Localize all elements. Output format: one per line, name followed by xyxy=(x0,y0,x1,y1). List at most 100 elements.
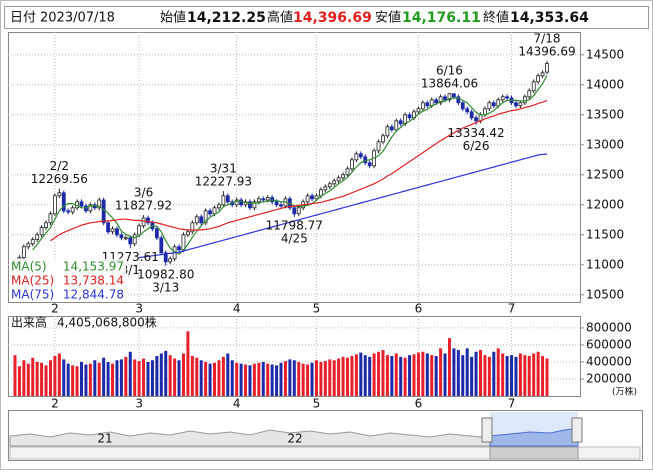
volume-bar xyxy=(288,359,292,396)
volume-bar xyxy=(133,359,137,396)
low-label: 安値 xyxy=(375,10,401,26)
annotation-date: 7/18 xyxy=(534,31,561,45)
candle-body xyxy=(318,189,323,197)
navigator-handle[interactable] xyxy=(481,417,493,443)
candle-body xyxy=(341,174,345,179)
volume-bar xyxy=(408,355,412,396)
candle-body xyxy=(137,225,142,236)
candle-body xyxy=(420,102,425,110)
volume-bar xyxy=(142,358,146,396)
navigator-label: 21 xyxy=(97,432,112,446)
volume-bar xyxy=(359,352,363,396)
candle-body xyxy=(456,96,461,104)
volume-bar xyxy=(314,360,318,396)
y-tick-label: 800000 xyxy=(586,320,632,334)
volume-bar xyxy=(510,355,514,396)
low-value: 14,176.11 xyxy=(402,10,481,26)
volume-bar xyxy=(48,360,52,396)
candle-body xyxy=(154,228,159,239)
volume-bar xyxy=(368,356,372,396)
ma-line xyxy=(50,99,548,242)
volume-bar xyxy=(66,363,70,396)
volume-bar xyxy=(421,351,425,396)
candle-body xyxy=(514,102,518,107)
annotation-price: 12269.56 xyxy=(31,172,88,186)
volume-bar xyxy=(252,363,256,396)
candle-body xyxy=(208,210,212,215)
candle-body xyxy=(141,217,146,227)
volume-title: 出来高 xyxy=(11,315,47,330)
x-tick-label: 6 xyxy=(415,302,423,316)
legend-name: MA(5) xyxy=(11,260,47,274)
volume-bar xyxy=(106,361,110,396)
volume-bar xyxy=(372,353,376,396)
candle-body xyxy=(536,75,541,83)
volume-bar xyxy=(217,360,221,396)
volume-bar xyxy=(119,359,123,396)
volume-bar xyxy=(337,358,341,396)
candle-body xyxy=(376,141,381,152)
navigator-handle[interactable] xyxy=(571,417,583,443)
volume-bar xyxy=(483,355,487,396)
volume-bar xyxy=(84,364,88,396)
candle-body xyxy=(39,227,44,236)
volume-bar xyxy=(221,356,225,396)
volume-bar xyxy=(403,357,407,396)
date-label: 日付 xyxy=(10,11,36,26)
y-tick-label: 400000 xyxy=(586,354,632,368)
candle-body xyxy=(505,96,510,99)
volume-bar xyxy=(275,365,279,396)
header-box xyxy=(4,6,649,29)
candle-body xyxy=(132,234,137,245)
volume-bar xyxy=(257,362,261,396)
candle-body xyxy=(185,231,190,236)
x-tick-label: 5 xyxy=(313,302,321,316)
volume-bar xyxy=(93,360,97,396)
annotation-date: 6/16 xyxy=(436,63,463,77)
candle-body xyxy=(540,72,545,77)
y-tick-label: 14500 xyxy=(586,47,624,61)
candle-body xyxy=(451,93,456,98)
volume-bar xyxy=(124,356,128,396)
candle-body xyxy=(115,228,119,236)
volume-bar xyxy=(381,350,385,396)
candle-body xyxy=(57,192,62,197)
navigator: 21 22 xyxy=(8,410,643,461)
candle-body xyxy=(460,102,465,110)
volume-bar xyxy=(470,356,474,396)
volume-bar xyxy=(97,362,101,396)
volume-bar xyxy=(13,355,17,396)
candle-body xyxy=(221,195,226,206)
date: 2023/07/18 xyxy=(40,11,115,26)
scrollbar-thumb[interactable] xyxy=(489,446,579,460)
legend-box xyxy=(9,259,126,301)
volume-bar xyxy=(244,364,248,396)
scrollbar-track[interactable] xyxy=(9,446,641,460)
candle-body xyxy=(21,246,26,259)
candle-body xyxy=(518,102,523,107)
volume-bar xyxy=(363,355,367,396)
candle-body xyxy=(203,210,208,224)
candle-body xyxy=(194,216,199,224)
legend-value: 12,844.78 xyxy=(63,288,124,302)
volume-bar xyxy=(292,360,296,396)
volume-bar xyxy=(385,355,389,396)
candle-body xyxy=(274,201,279,206)
volume-bar xyxy=(328,359,332,396)
volume-bar xyxy=(248,365,252,396)
volume-bar xyxy=(35,361,39,396)
volume-bar xyxy=(270,364,274,396)
candle-body xyxy=(305,195,310,203)
candle-body xyxy=(163,252,168,263)
candle-body xyxy=(181,234,186,251)
candle-body xyxy=(128,237,133,245)
candle-body xyxy=(500,96,505,101)
volume-bar xyxy=(57,353,61,396)
open-label: 始値 xyxy=(160,10,186,26)
candle-body xyxy=(168,258,173,263)
volume-bar xyxy=(239,363,243,396)
volume-total: 4,405,068,800株 xyxy=(57,315,157,330)
volume-bar xyxy=(17,366,21,396)
volume-bar xyxy=(115,360,119,396)
